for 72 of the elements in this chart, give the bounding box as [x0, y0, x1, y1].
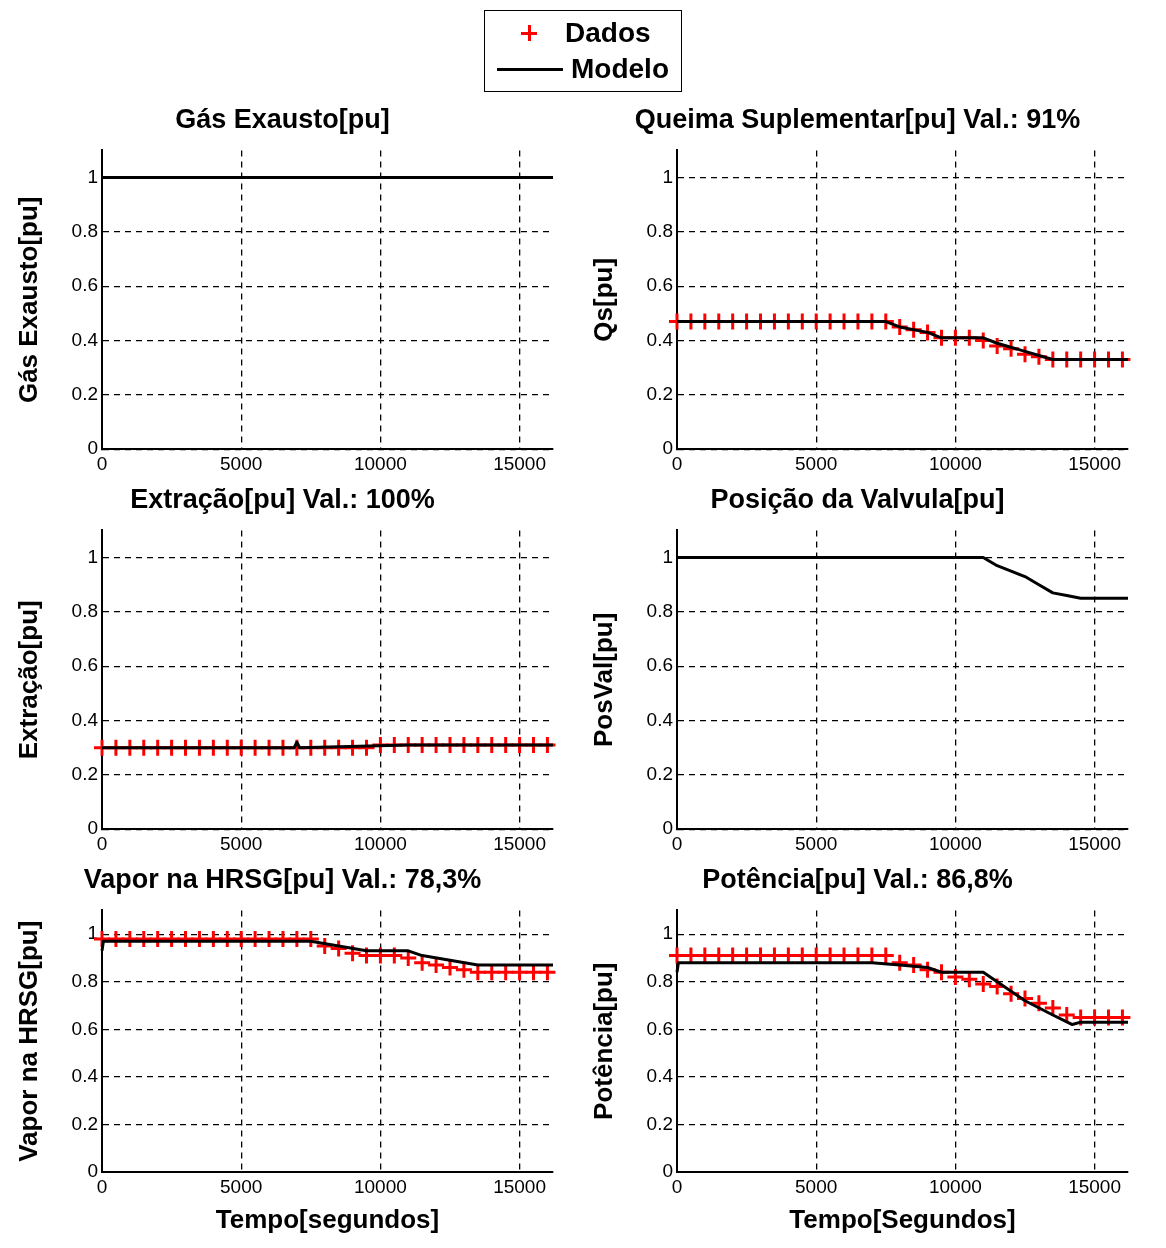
y-tick-label: 0.6	[646, 1017, 673, 1039]
y-tick-label: 1	[87, 545, 98, 567]
y-tick-label: 0	[662, 817, 673, 839]
x-tick-label: 5000	[220, 1175, 263, 1197]
y-tick-label: 0.2	[71, 763, 98, 785]
y-axis-title: PosVal[pu]	[587, 612, 618, 747]
y-tick-label: 0.6	[646, 654, 673, 676]
y-tick-label: 0	[662, 1160, 673, 1182]
x-tick-label: 15000	[493, 452, 547, 474]
y-tick-label: 0.4	[71, 1065, 99, 1087]
x-tick-label: 5000	[795, 1175, 838, 1197]
x-tick-label: 15000	[1068, 1175, 1122, 1197]
chart-title: Potência[pu] Val.: 86,8%	[702, 863, 1013, 894]
y-tick-label: 0.8	[646, 600, 673, 622]
y-tick-label: 1	[662, 922, 673, 944]
x-tick-label: 10000	[353, 832, 407, 854]
x-tick-label: 10000	[928, 1175, 982, 1197]
chart-title: Queima Suplementar[pu] Val.: 91%	[634, 103, 1081, 134]
y-tick-label: 0	[87, 817, 98, 839]
y-tick-label: 0.8	[71, 969, 98, 991]
y-tick-label: 1	[87, 165, 98, 187]
y-tick-label: 1	[662, 165, 673, 187]
point	[301, 929, 321, 949]
x-axis-title: Tempo[segundos]	[215, 1203, 440, 1234]
x-tick-label: 15000	[1068, 832, 1122, 854]
x-tick-label: 10000	[353, 452, 407, 474]
y-tick-label: 0.8	[71, 220, 98, 242]
y-tick-label: 0	[662, 437, 673, 459]
x-tick-label: 15000	[493, 1175, 547, 1197]
x-tick-label: 10000	[928, 832, 982, 854]
x-tick-label: 15000	[493, 832, 547, 854]
y-axis-title: Gás Exausto[pu]	[12, 196, 43, 404]
x-tick-label: 10000	[353, 1175, 407, 1197]
y-tick-label: 0.2	[646, 383, 673, 405]
y-tick-label: 0.6	[646, 274, 673, 296]
point	[973, 974, 993, 994]
y-tick-label: 0.8	[71, 600, 98, 622]
x-tick-label: 5000	[795, 832, 838, 854]
y-axis-title: Extração[pu]	[12, 600, 43, 760]
y-tick-label: 0.4	[646, 1065, 674, 1087]
x-axis-title: Tempo[Segundos]	[789, 1203, 1016, 1234]
y-tick-label: 0.4	[71, 328, 99, 350]
y-tick-label: 0.4	[646, 708, 674, 730]
y-tick-label: 0	[87, 1160, 98, 1182]
y-tick-label: 0	[87, 437, 98, 459]
y-tick-label: 0.2	[646, 1112, 673, 1134]
y-tick-label: 0.6	[71, 654, 98, 676]
y-tick-label: 0.2	[646, 763, 673, 785]
y-tick-label: 0.8	[646, 969, 673, 991]
y-axis-title: Potência[pu]	[587, 962, 618, 1120]
y-tick-label: 0.6	[71, 1017, 98, 1039]
x-tick-label: 5000	[220, 832, 263, 854]
y-axis-title: Vapor na HRSG[pu]	[12, 920, 43, 1162]
y-tick-label: 0.8	[646, 220, 673, 242]
x-tick-label: 15000	[1068, 452, 1122, 474]
y-tick-label: 0.2	[71, 1112, 98, 1134]
y-tick-label: 0.4	[71, 708, 99, 730]
y-tick-label: 0.4	[646, 328, 674, 350]
chart-title: Posição da Valvula[pu]	[710, 483, 1005, 514]
x-tick-label: 10000	[928, 452, 982, 474]
point	[890, 953, 910, 973]
chart-title: Extração[pu] Val.: 100%	[130, 483, 435, 514]
y-tick-label: 0.6	[71, 274, 98, 296]
x-tick-label: 5000	[220, 452, 263, 474]
chart-title: Vapor na HRSG[pu] Val.: 78,3%	[83, 863, 482, 894]
x-tick-label: 5000	[795, 452, 838, 474]
y-tick-label: 1	[662, 545, 673, 567]
legend-label: Dados	[565, 17, 651, 49]
chart-title: Gás Exausto[pu]	[175, 103, 390, 134]
legend-label: Modelo	[571, 53, 669, 85]
y-axis-title: Qs[pu]	[587, 257, 618, 342]
y-tick-label: 0.2	[71, 383, 98, 405]
